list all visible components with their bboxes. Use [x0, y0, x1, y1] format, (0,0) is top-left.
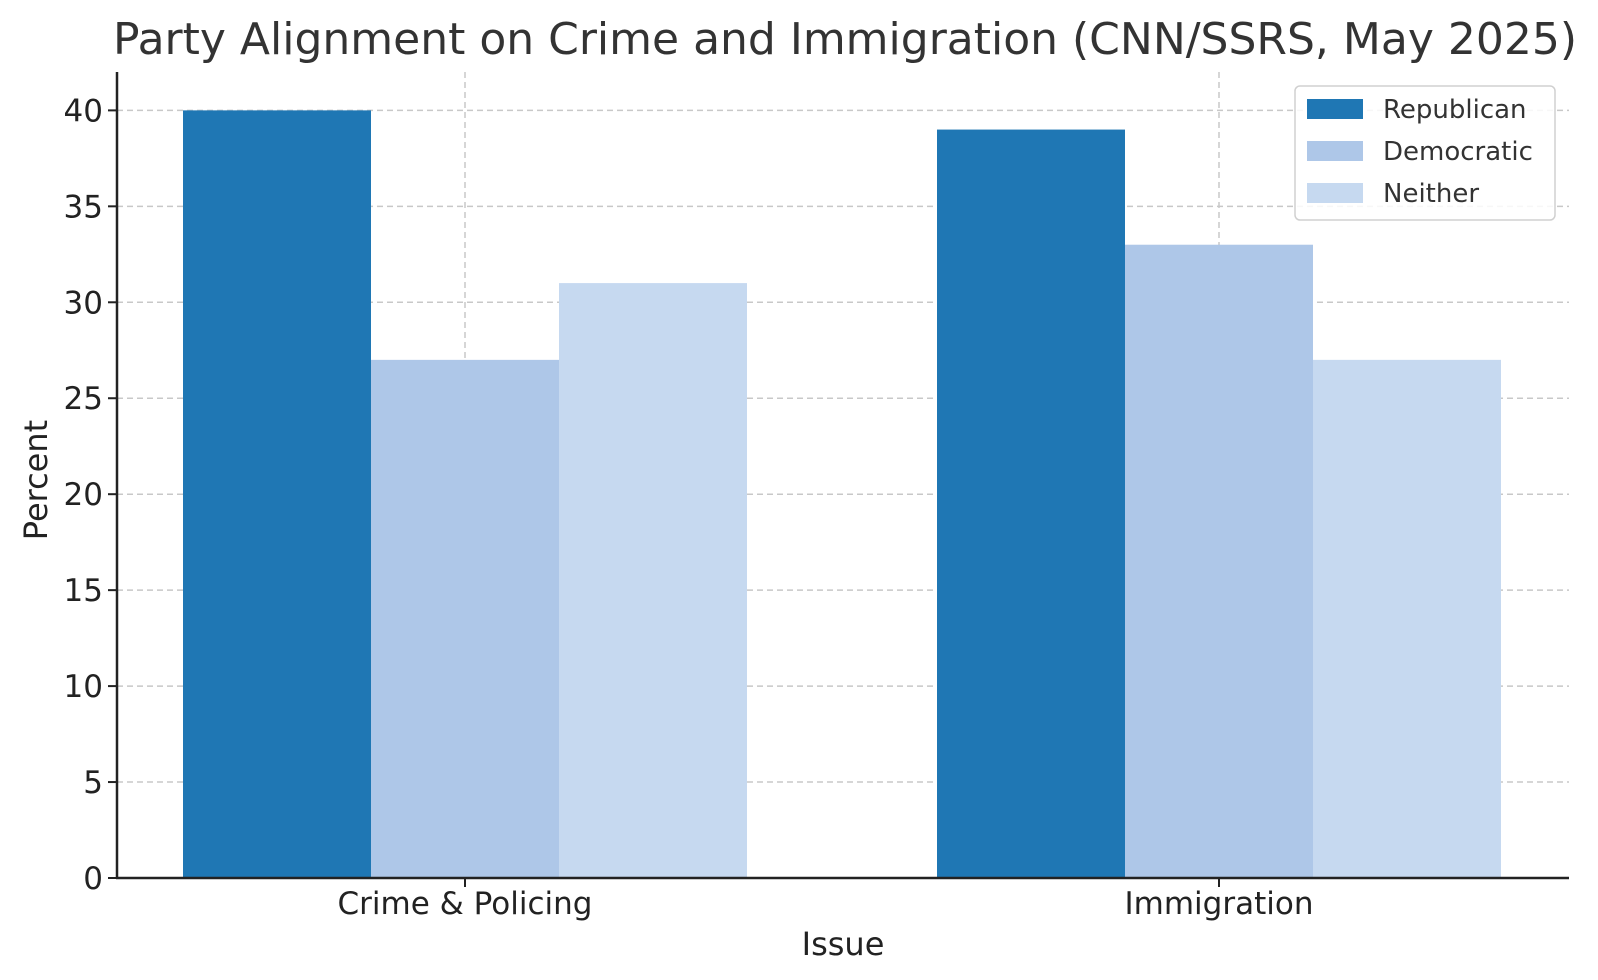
legend-label-neither: Neither	[1383, 179, 1479, 209]
legend-label-republican: Republican	[1383, 95, 1527, 125]
bar-neither-1	[559, 283, 747, 879]
legend-label-democratic: Democratic	[1383, 137, 1533, 167]
bar-democratic-1	[371, 359, 559, 878]
y-tick-label: 40	[64, 93, 103, 129]
bar-republican-2	[937, 129, 1125, 879]
legend-swatch-neither	[1307, 183, 1363, 203]
legend-swatch-republican	[1307, 99, 1363, 119]
y-tick-label: 20	[64, 477, 103, 513]
x-tick-label: Immigration	[1125, 886, 1314, 922]
bar-neither-2	[1313, 359, 1501, 878]
x-axis-label: Issue	[802, 925, 885, 963]
legend-items: Republican Democratic Neither	[1307, 95, 1533, 209]
legend-swatch-democratic	[1307, 141, 1363, 161]
ticks-layer: 0 5 10 15 20 25 30 35 40 Crime & Policing Immigrat…	[64, 93, 1314, 922]
chart-title: Party Alignment on Crime and Immigration…	[113, 14, 1577, 65]
y-tick-label: 35	[64, 189, 103, 225]
bars-layer	[183, 110, 1501, 879]
x-tick-label: Crime & Policing	[338, 886, 593, 922]
y-tick-label: 25	[64, 381, 103, 417]
bar-republican-1	[183, 110, 371, 878]
y-tick-label: 15	[64, 573, 103, 609]
legend: Republican Democratic Neither	[1294, 85, 1556, 221]
y-tick-label: 10	[64, 669, 103, 705]
bar-democratic-2	[1125, 244, 1313, 878]
y-axis-label: Percent	[17, 420, 55, 540]
y-tick-label: 30	[64, 285, 103, 321]
y-tick-label: 0	[83, 861, 103, 897]
y-tick-label: 5	[83, 765, 103, 801]
